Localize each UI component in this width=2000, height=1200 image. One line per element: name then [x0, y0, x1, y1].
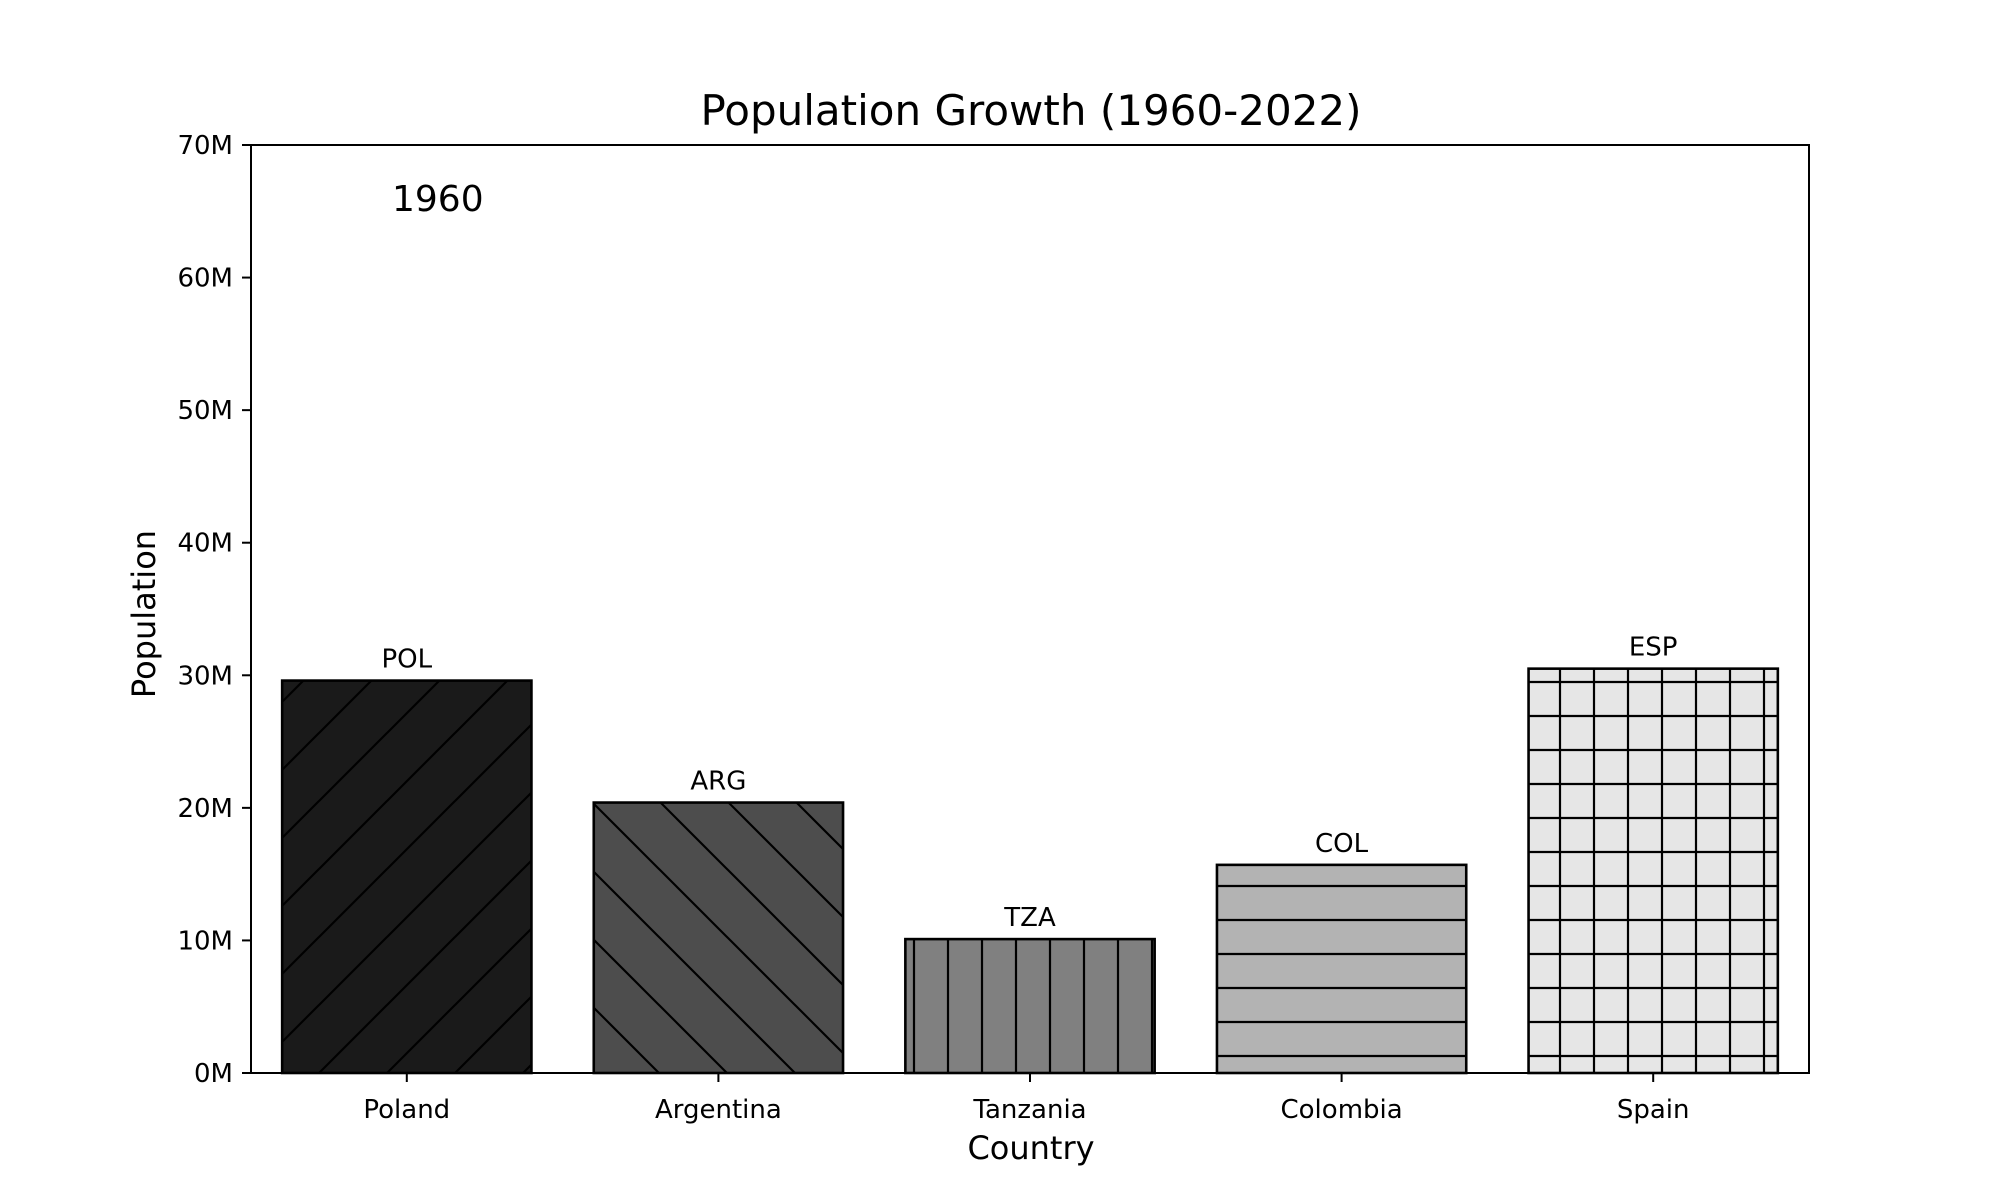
bar-code-label-tanzania: TZA: [1003, 903, 1056, 933]
y-tick-label: 50M: [177, 396, 233, 426]
x-tick-label: Poland: [363, 1095, 450, 1125]
y-tick-label: 20M: [177, 794, 233, 824]
y-tick-label: 60M: [177, 264, 233, 294]
x-axis-label: Country: [967, 1129, 1094, 1167]
bar-tanzania: [904, 937, 1156, 1075]
bar-colombia: [1215, 863, 1468, 1075]
y-tick-label: 10M: [177, 926, 233, 956]
y-tick-label: 40M: [177, 529, 233, 559]
x-tick-label: Colombia: [1281, 1095, 1403, 1125]
bar-code-label-spain: ESP: [1629, 633, 1678, 663]
bar-code-label-colombia: COL: [1315, 829, 1369, 859]
bar-code-label-poland: POL: [381, 645, 432, 675]
bar-poland: [280, 679, 533, 1075]
y-axis-label: Population: [125, 530, 163, 698]
year-annotation: 1960: [392, 179, 484, 220]
x-tick-label: Tanzania: [972, 1095, 1086, 1125]
chart-title: Population Growth (1960-2022): [700, 86, 1361, 135]
bar-spain: [1527, 667, 1780, 1075]
y-tick-label: 0M: [194, 1059, 233, 1089]
x-tick-label: Argentina: [655, 1095, 782, 1125]
axes-layer: 0M 10M 20M 30M 40M 50M 60M 70M Poland Argentina Ta…: [177, 131, 1810, 1125]
y-tick-label: 70M: [177, 131, 233, 161]
bar-code-label-argentina: ARG: [690, 767, 746, 797]
x-tick-label: Spain: [1617, 1095, 1690, 1125]
y-tick-label: 30M: [177, 661, 233, 691]
bar-argentina: [592, 801, 845, 1075]
bars-layer: POL ARG TZA COL ESP: [280, 633, 1780, 1075]
